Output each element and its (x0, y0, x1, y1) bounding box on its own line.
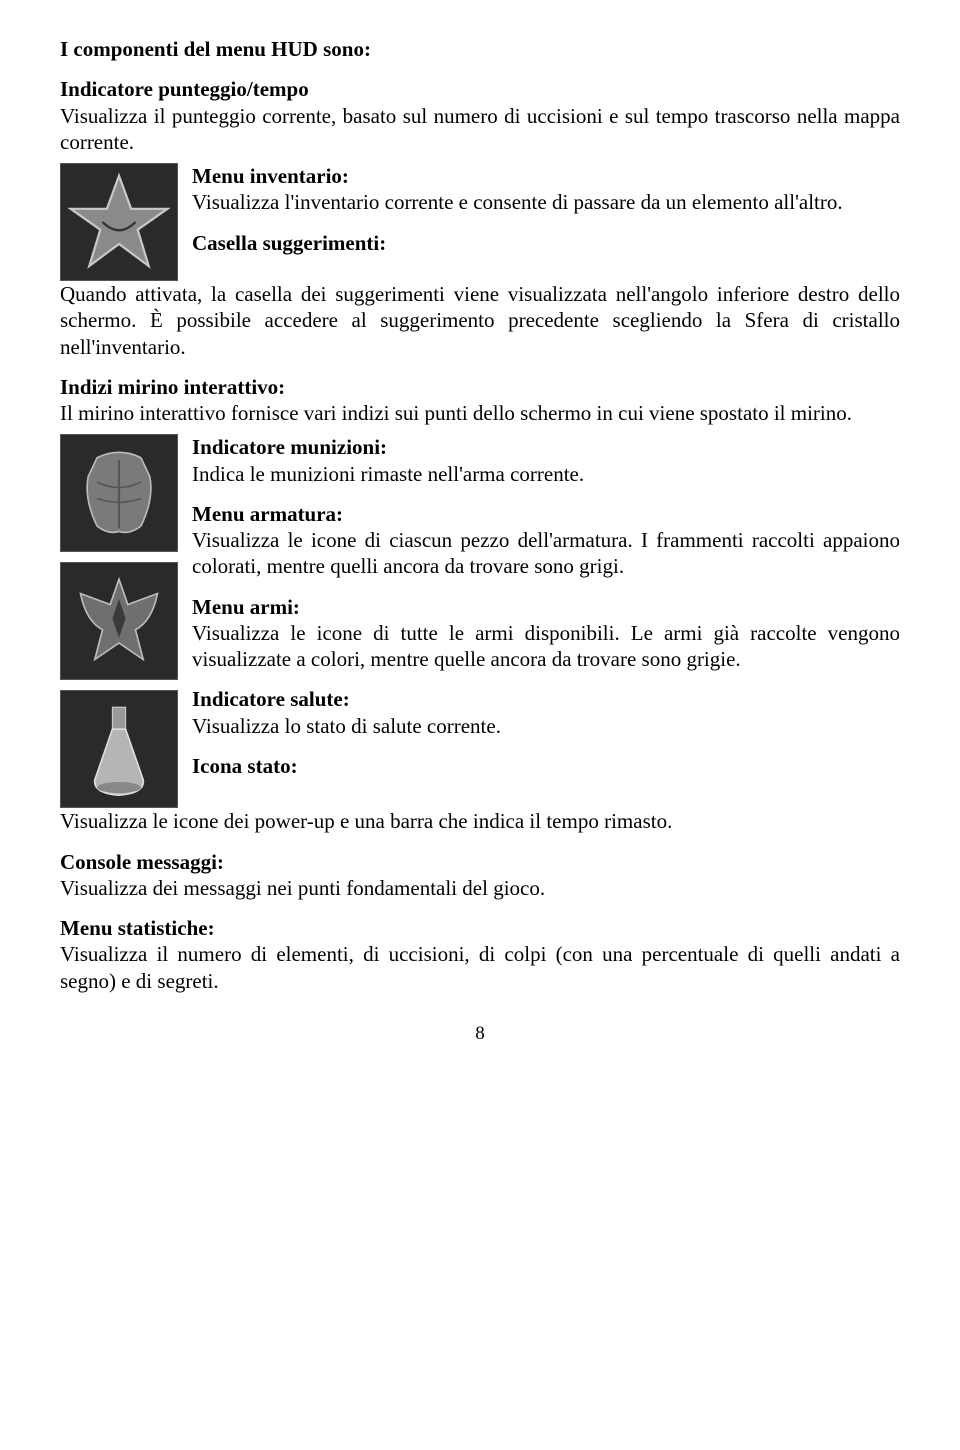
health-body: Visualizza lo stato di salute corrente. (192, 713, 900, 739)
armor-title: Menu armatura: (192, 501, 900, 527)
inventory-hints-section: Menu inventario: Visualizza l'inventario… (60, 163, 900, 281)
crosshair-body: Il mirino interattivo fornisce vari indi… (60, 400, 900, 426)
health-title: Indicatore salute: (192, 686, 900, 712)
inventory-body: Visualizza l'inventario corrente e conse… (192, 189, 900, 215)
console-title: Console messaggi: (60, 849, 900, 875)
emblem-icon (60, 562, 178, 680)
ammo-body: Indica le munizioni rimaste nell'arma co… (192, 461, 900, 487)
weapons-body: Visualizza le icone di tutte le armi dis… (192, 620, 900, 673)
armor-icon (60, 434, 178, 552)
flask-icon (60, 690, 178, 808)
ammo-status-section: Indicatore munizioni: Indica le munizion… (60, 434, 900, 808)
star-icon (60, 163, 178, 281)
armor-body: Visualizza le icone di ciascun pezzo del… (192, 527, 900, 580)
intro-title: I componenti del menu HUD sono: (60, 36, 900, 62)
score-body: Visualizza il punteggio corrente, basato… (60, 103, 900, 156)
ammo-title: Indicatore munizioni: (192, 434, 900, 460)
crosshair-title: Indizi mirino interattivo: (60, 374, 900, 400)
status-body: Visualizza le icone dei power-up e una b… (60, 808, 900, 834)
weapons-title: Menu armi: (192, 594, 900, 620)
stats-body: Visualizza il numero di elementi, di ucc… (60, 941, 900, 994)
page-number: 8 (60, 1022, 900, 1046)
console-body: Visualizza dei messaggi nei punti fondam… (60, 875, 900, 901)
stats-title: Menu statistiche: (60, 915, 900, 941)
score-title: Indicatore punteggio/tempo (60, 76, 900, 102)
inventory-title: Menu inventario: (192, 163, 900, 189)
hints-title: Casella suggerimenti: (192, 230, 900, 256)
hints-body: Quando attivata, la casella dei suggerim… (60, 281, 900, 360)
status-title: Icona stato: (192, 753, 900, 779)
